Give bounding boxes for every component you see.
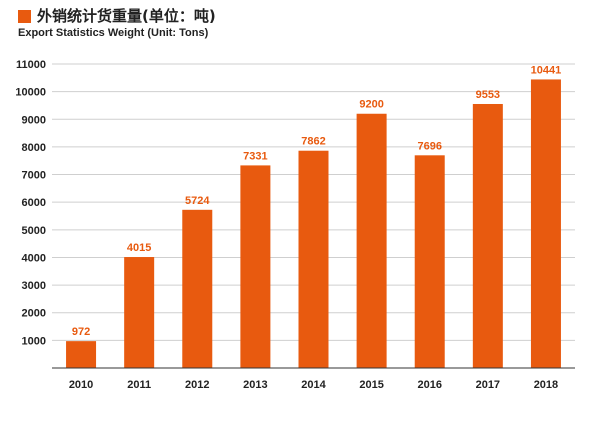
- data-label-2012: 5724: [185, 195, 210, 207]
- bar-2010: [66, 341, 97, 368]
- bar-2015: [356, 113, 387, 368]
- bar-2018: [530, 79, 561, 368]
- data-labels: 972 4015 5724 7331 7862 9200 7696 9553 10441: [72, 64, 561, 338]
- title-square-icon: [18, 9, 31, 23]
- y-tick-label: 8000: [22, 142, 46, 154]
- bar-2016: [414, 155, 445, 368]
- x-axis-ticks: 2010 2011 2012 2013 2014 2015 2016 2017 2018: [69, 379, 558, 391]
- x-tick-label: 2010: [69, 379, 93, 391]
- bar-2011: [124, 257, 155, 368]
- data-label-2015: 9200: [359, 99, 383, 111]
- chart-header: 外销统计货重量(单位：吨) Export Statistics Weight (…: [18, 6, 578, 40]
- x-tick-label: 2011: [127, 379, 151, 391]
- y-tick-label: 11000: [16, 59, 46, 71]
- data-label-2013: 7331: [243, 150, 267, 162]
- x-tick-label: 2015: [359, 379, 383, 391]
- chart-title: 外销统计货重量(单位：吨): [37, 7, 216, 25]
- y-tick-label: 2000: [22, 308, 46, 320]
- bar-2013: [240, 165, 271, 368]
- y-tick-label: 7000: [22, 170, 46, 182]
- x-tick-label: 2017: [476, 379, 500, 391]
- x-tick-label: 2018: [534, 379, 558, 391]
- data-label-2010: 972: [72, 326, 90, 338]
- y-tick-label: 6000: [22, 197, 46, 209]
- y-tick-label: 4000: [22, 252, 46, 264]
- data-label-2018: 10441: [531, 64, 562, 76]
- title-row: 外销统计货重量(单位：吨): [18, 6, 578, 26]
- x-tick-label: 2014: [301, 379, 326, 391]
- x-tick-label: 2013: [243, 379, 267, 391]
- bar-2017: [472, 103, 503, 369]
- y-tick-label: 5000: [22, 225, 46, 237]
- data-label-2017: 9553: [476, 89, 500, 101]
- x-tick-label: 2012: [185, 379, 209, 391]
- data-label-2011: 4015: [127, 242, 151, 254]
- bar-2014: [298, 150, 329, 368]
- y-tick-label: 10000: [15, 87, 46, 99]
- data-label-2014: 7862: [301, 136, 325, 148]
- x-tick-label: 2016: [417, 379, 441, 391]
- y-tick-label: 9000: [22, 114, 46, 126]
- data-label-2016: 7696: [417, 140, 441, 152]
- bars: [66, 79, 561, 369]
- bar-2012: [182, 209, 213, 368]
- chart-subtitle: Export Statistics Weight (Unit: Tons): [18, 27, 209, 39]
- y-tick-label: 1000: [22, 335, 46, 347]
- y-axis-ticks: 1000 2000 3000 4000 5000 6000 7000 8000 9000 1000…: [15, 59, 46, 347]
- y-tick-label: 3000: [22, 280, 46, 292]
